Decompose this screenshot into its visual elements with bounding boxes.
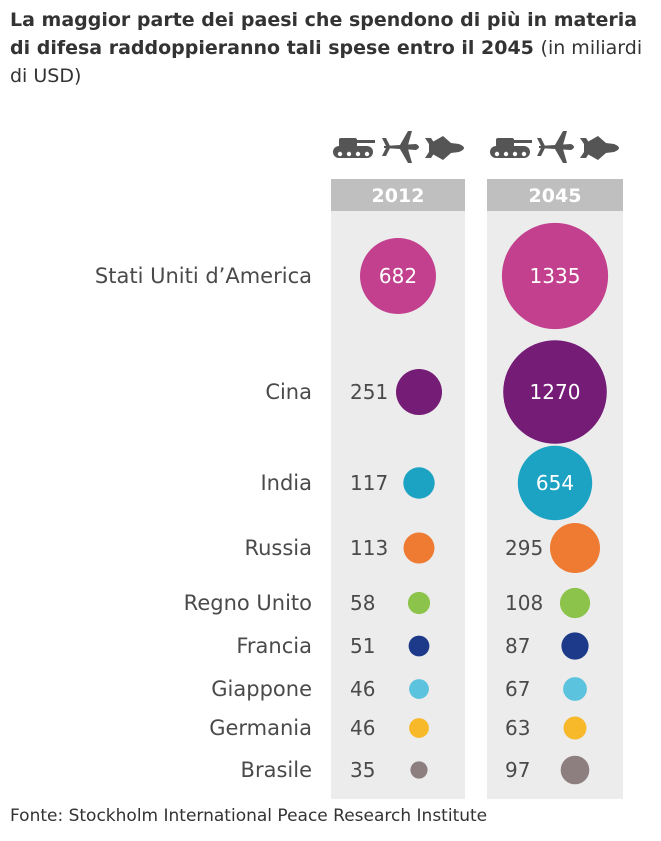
category-label: Stati Uniti d’America — [95, 264, 312, 288]
bubble — [503, 340, 607, 444]
data-label: 113 — [350, 536, 388, 560]
data-label: 63 — [505, 716, 530, 740]
data-label: 67 — [505, 677, 530, 701]
tank-icon — [490, 138, 532, 158]
bubble — [408, 635, 430, 657]
data-label: 108 — [505, 591, 543, 615]
airplane-icon — [382, 131, 419, 163]
bubble — [561, 632, 589, 660]
bubble — [550, 523, 600, 573]
airplane-icon — [537, 131, 574, 163]
bubble — [501, 222, 609, 330]
data-label: 1270 — [530, 380, 581, 404]
bubble — [560, 755, 590, 785]
source-note: Fonte: Stockholm International Peace Res… — [10, 806, 488, 826]
column-header-bg-2045 — [487, 179, 623, 211]
data-label: 682 — [379, 264, 417, 288]
category-label: Russia — [244, 536, 312, 560]
chart-title: La maggior parte dei paesi che spendono … — [10, 6, 655, 90]
category-label: Germania — [209, 716, 312, 740]
category-label: India — [260, 471, 312, 495]
data-label: 295 — [505, 536, 543, 560]
category-label: Brasile — [241, 758, 312, 782]
fighter-jet-icon — [580, 136, 619, 160]
data-label: 46 — [350, 677, 375, 701]
data-label: 251 — [350, 380, 388, 404]
bubble — [396, 369, 442, 415]
bubble — [517, 445, 593, 521]
category-label: Cina — [265, 380, 312, 404]
data-label: 654 — [536, 471, 574, 495]
data-label: 58 — [350, 591, 375, 615]
bubble — [403, 532, 435, 564]
bubble — [409, 718, 429, 738]
fighter-jet-icon — [425, 136, 464, 160]
data-label: 51 — [350, 634, 375, 658]
data-label: 117 — [350, 471, 388, 495]
data-label: 87 — [505, 634, 530, 658]
bubble — [360, 238, 436, 314]
category-label: Francia — [236, 634, 312, 658]
category-label: Regno Unito — [184, 591, 312, 615]
bubble — [409, 679, 429, 699]
data-label: 97 — [505, 758, 530, 782]
data-label: 1335 — [530, 264, 581, 288]
chart-rows: Stati Uniti d’America 682 1335 Cina 251 1270 I… — [95, 222, 609, 785]
data-label: 46 — [350, 716, 375, 740]
column-header-2045: 2045 — [529, 185, 582, 207]
data-label: 35 — [350, 758, 375, 782]
bubble — [559, 587, 591, 619]
column-header-bg-2012 — [331, 179, 465, 211]
chart-title-main: La maggior parte dei paesi che spendono … — [10, 9, 638, 59]
bubble — [563, 716, 587, 740]
category-label: Giappone — [211, 677, 312, 701]
chart-title-unit: (in miliardi di USD) — [10, 37, 643, 87]
tank-icon — [333, 138, 375, 158]
bubble — [410, 761, 428, 779]
bubble — [563, 677, 587, 701]
column-header-2012: 2012 — [372, 185, 425, 207]
bubble — [407, 591, 431, 615]
bubble — [403, 467, 435, 499]
